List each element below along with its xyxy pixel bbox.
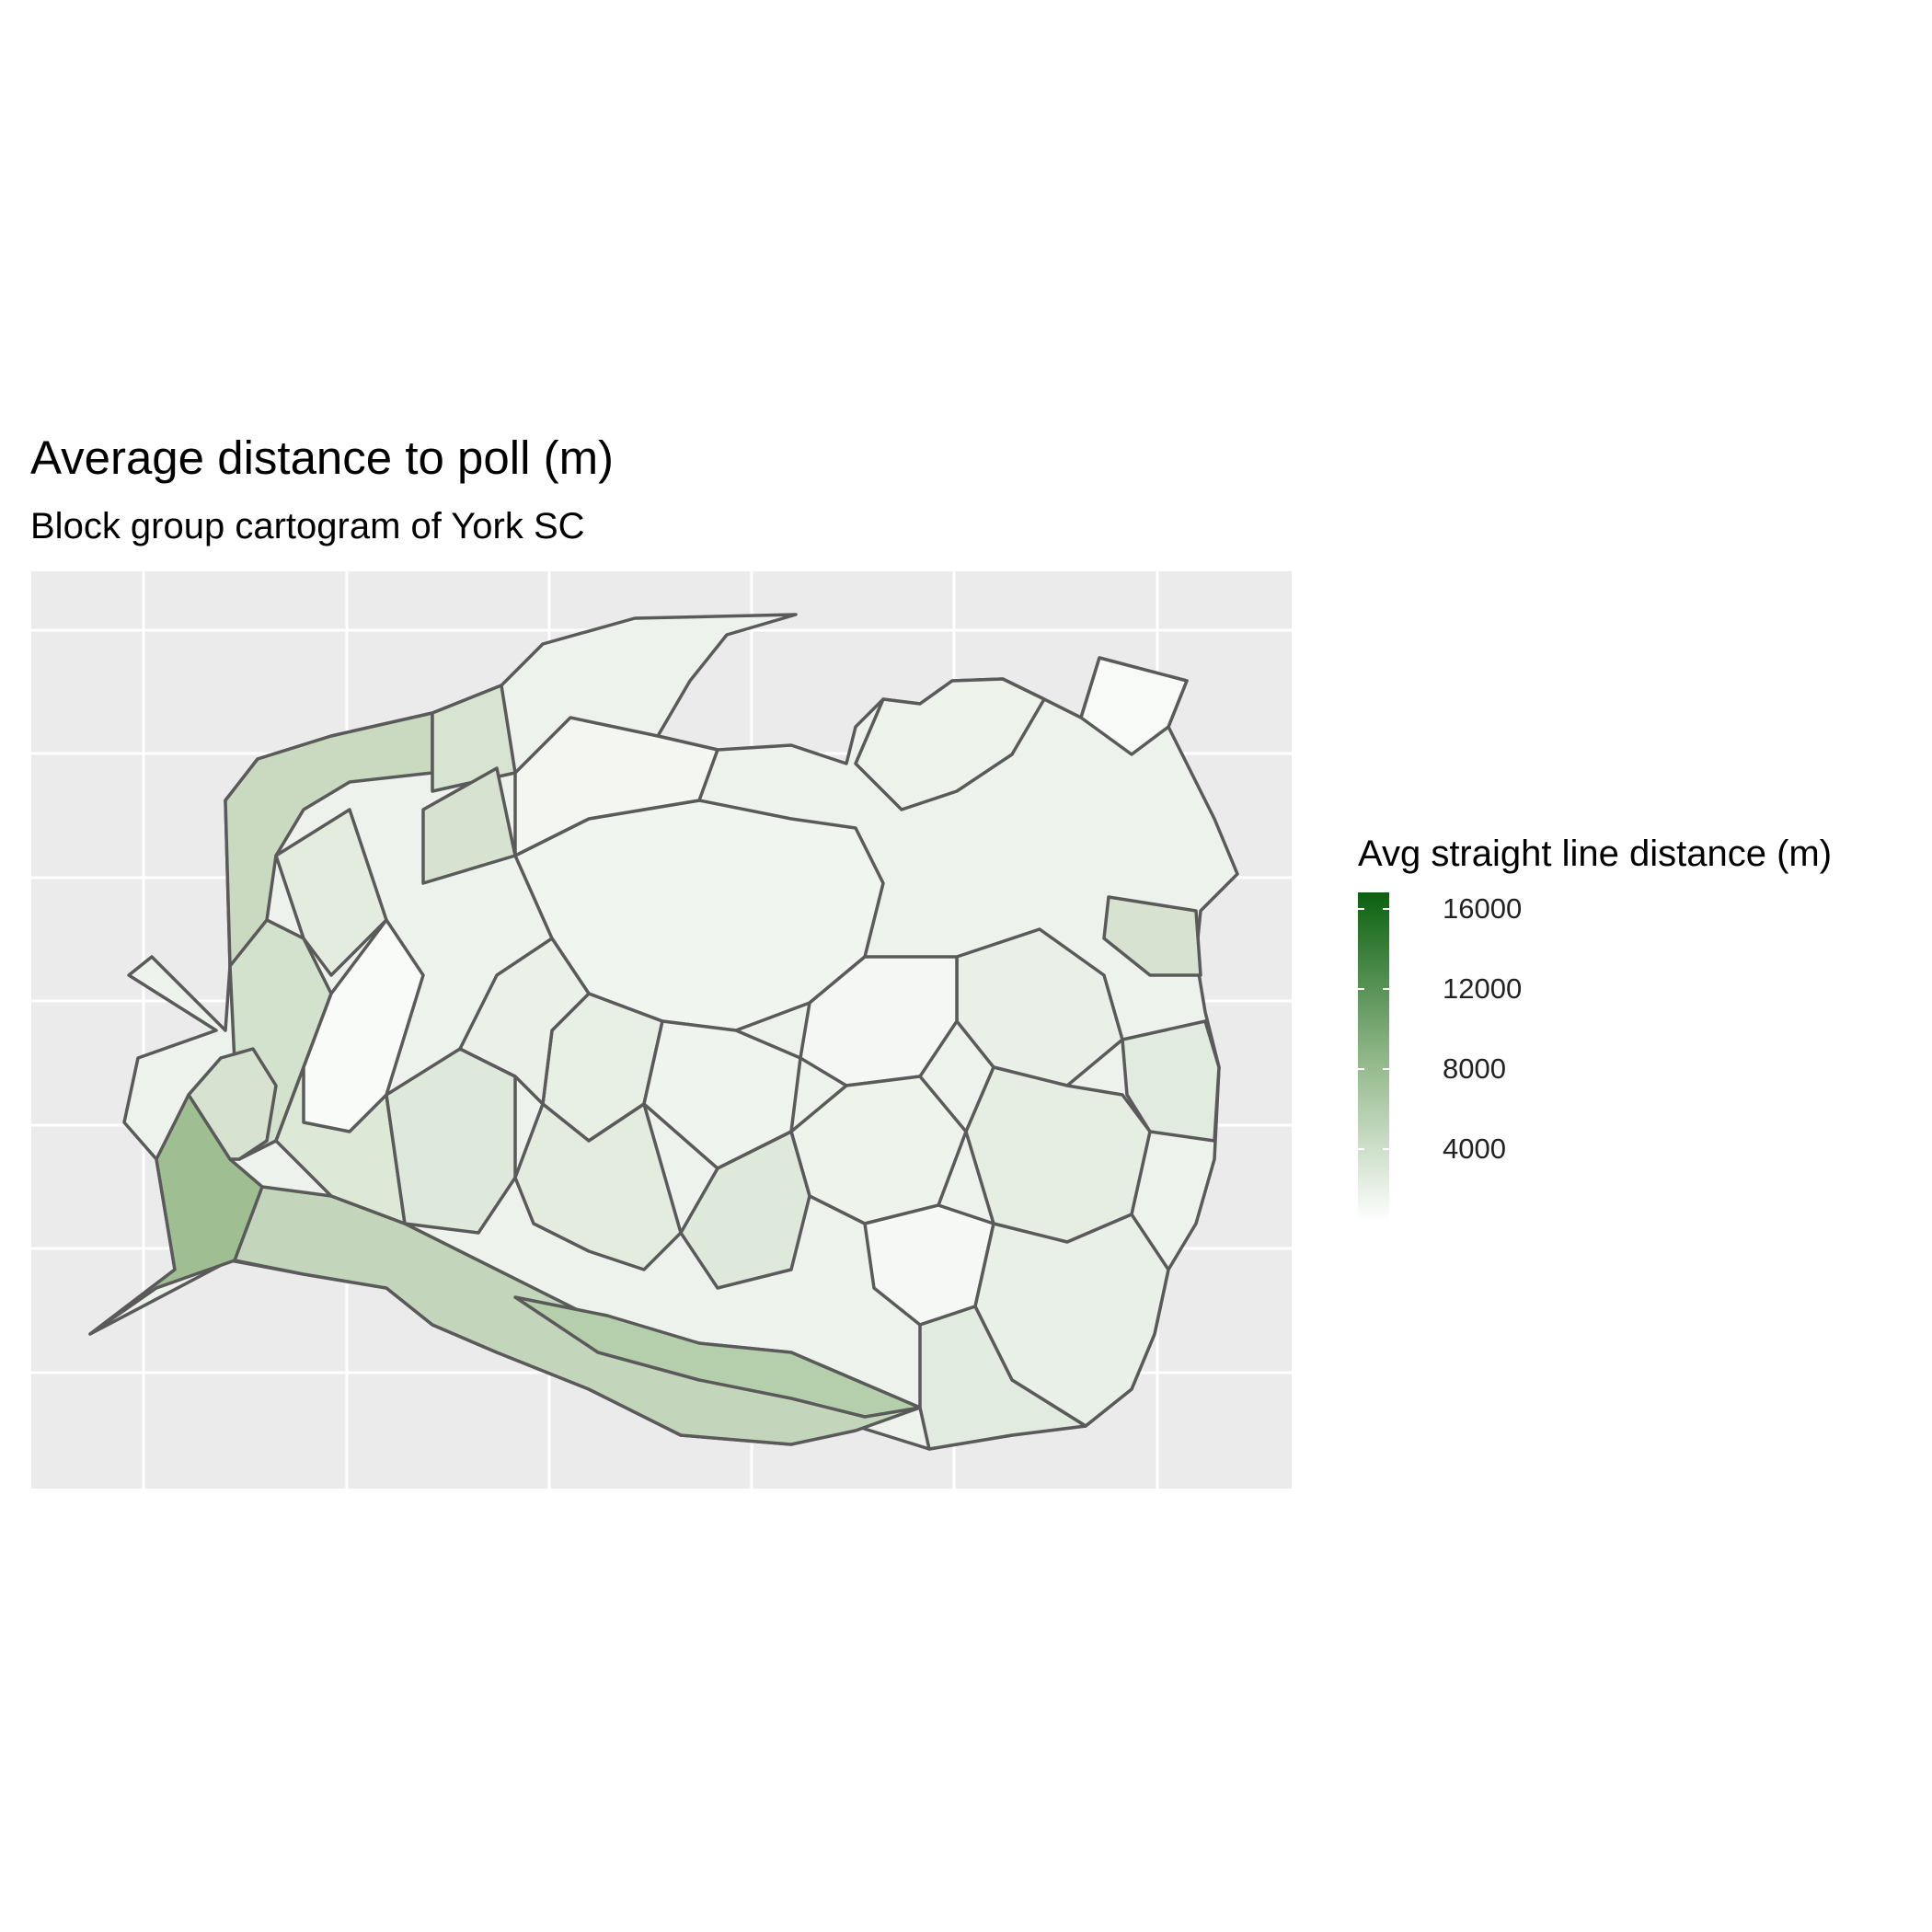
region-west-mid-2: [458, 937, 591, 1106]
region-north-center: [513, 716, 719, 857]
region-south-7: [513, 1102, 683, 1271]
region-east-1: [1121, 1019, 1221, 1143]
legend-colorbar: [1358, 892, 1389, 1222]
region-sw-lobe: [187, 1047, 278, 1161]
region-east-2: [955, 927, 1124, 1087]
region-se-2: [918, 1305, 1087, 1451]
cartogram-regions: [88, 613, 1239, 1451]
chart-subtitle: Block group cartogram of York SC: [30, 506, 585, 546]
region-south-4: [964, 1065, 1152, 1244]
legend-title: Avg straight line distance (m): [1358, 834, 1833, 874]
region-east-green: [1102, 895, 1202, 977]
legend-tick-label: 4000: [1443, 1133, 1506, 1165]
region-south-2: [513, 1295, 922, 1419]
region-ne-1: [854, 677, 1046, 811]
legend-tick-label: 16000: [1443, 892, 1523, 925]
legend-ticks: [1358, 908, 1389, 1150]
region-center-2: [799, 955, 959, 1087]
region-west-inner: [274, 808, 388, 977]
region-west-lobe: [302, 918, 425, 1133]
legend-tick-label: 8000: [1443, 1052, 1506, 1085]
chart-title: Average distance to poll (m): [30, 431, 615, 484]
legend-tick-label: 12000: [1443, 972, 1523, 1005]
region-south-3: [789, 1075, 968, 1225]
region-ne-2: [1079, 656, 1189, 756]
